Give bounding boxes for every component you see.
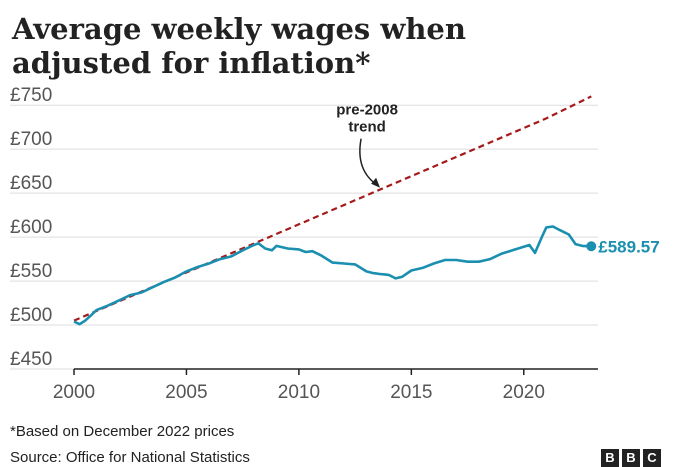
- footnote: *Based on December 2022 prices: [10, 423, 235, 440]
- x-tick-label: 2005: [165, 382, 207, 403]
- bbc-logo: B B C: [601, 449, 661, 467]
- end-value-label: £589.57: [598, 237, 659, 256]
- logo-block: B: [601, 449, 619, 467]
- annotation-arrowhead: [371, 177, 381, 188]
- logo-block: B: [622, 449, 640, 467]
- x-tick-label: 2010: [278, 382, 320, 403]
- y-tick-label: £600: [10, 217, 52, 238]
- wages-line: [73, 225, 592, 326]
- x-tick-label: 2000: [53, 382, 95, 403]
- trend-annotation-label: pre-2008: [336, 102, 398, 119]
- logo-block: C: [643, 449, 661, 467]
- source-text: Source: Office for National Statistics: [10, 449, 250, 466]
- y-tick-label: £700: [10, 129, 52, 150]
- y-tick-label: £750: [10, 85, 52, 106]
- trend-line: [73, 95, 592, 322]
- y-tick-label: £450: [10, 349, 52, 370]
- x-tick-label: 2020: [503, 382, 545, 403]
- end-point-marker: [586, 241, 597, 252]
- y-tick-label: £650: [10, 173, 52, 194]
- trend-annotation-label: trend: [348, 119, 386, 136]
- x-tick-label: 2015: [390, 382, 432, 403]
- y-tick-label: £550: [10, 261, 52, 282]
- chart-title: Average weekly wages when adjusted for i…: [12, 12, 466, 80]
- y-tick-label: £500: [10, 305, 52, 326]
